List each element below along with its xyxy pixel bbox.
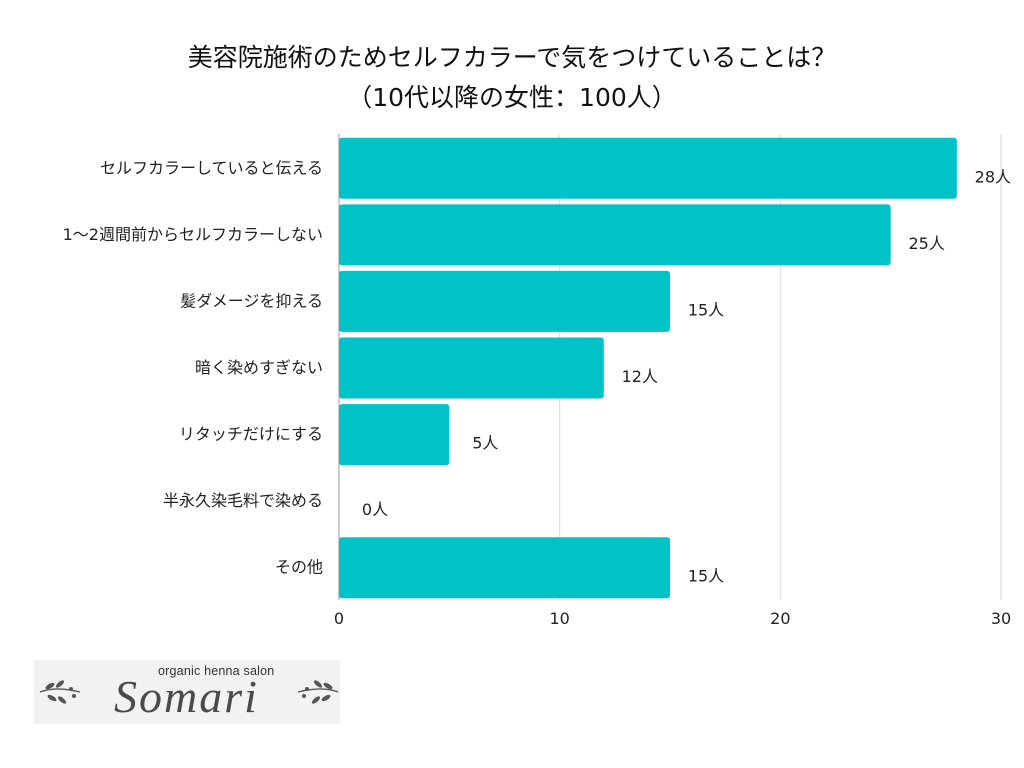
x-tick-label: 10: [549, 609, 569, 628]
category-label: その他: [275, 558, 323, 577]
value-label: 12人: [622, 367, 658, 386]
x-axis-tick-labels: 0 10 20 30: [334, 609, 1011, 628]
category-label: リタッチだけにする: [179, 425, 323, 444]
bar: [339, 537, 670, 599]
chart-subtitle: （10代以降の女性：100人）: [347, 83, 677, 112]
value-label: 15人: [688, 567, 724, 586]
logo-brand: Somari: [114, 671, 259, 722]
bar: [339, 204, 891, 266]
x-tick-label: 0: [334, 609, 344, 628]
bar: [339, 270, 670, 332]
category-label: 1〜2週間前からセルフカラーしない: [63, 225, 323, 244]
chart-title: 美容院施術のためセルフカラーで気をつけていることは？: [187, 43, 837, 72]
category-label: 暗く染めすぎない: [195, 358, 323, 377]
bars: [339, 137, 957, 599]
value-label: 15人: [688, 300, 724, 319]
category-label: 半永久染毛料で染める: [163, 491, 323, 510]
bar: [339, 337, 604, 399]
bar: [339, 404, 450, 466]
value-labels: 28人 25人 15人 12人 5人 0人 15人: [362, 167, 1011, 585]
bar-chart: セルフカラーしていると伝える 1〜2週間前からセルフカラーしない髪ダメージを抑える…: [63, 134, 1011, 628]
somari-logo: organic henna salon Somari: [34, 660, 340, 724]
leaf-ornament-left-icon: [39, 680, 81, 704]
value-label: 28人: [975, 167, 1011, 186]
category-label: セルフカラーしていると伝える: [100, 158, 323, 177]
leaf-ornament-right-icon: [297, 680, 339, 704]
value-label: 5人: [472, 434, 498, 453]
category-labels: セルフカラーしていると伝える 1〜2週間前からセルフカラーしない髪ダメージを抑える…: [63, 158, 323, 576]
x-tick-label: 20: [770, 609, 790, 628]
category-label: 髪ダメージを抑える: [180, 291, 323, 310]
logo-tagline: organic henna salon: [158, 664, 275, 678]
value-label: 0人: [362, 500, 388, 519]
value-label: 25人: [908, 234, 944, 253]
x-tick-label: 30: [991, 609, 1011, 628]
bar: [339, 137, 957, 199]
